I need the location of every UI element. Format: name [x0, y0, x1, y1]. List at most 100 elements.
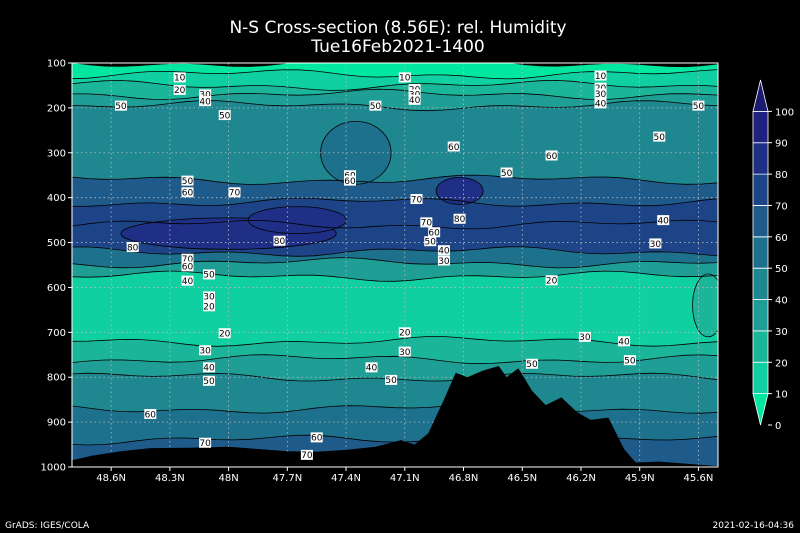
colorbar-label: 40 [775, 296, 788, 307]
contour-label-bg [203, 291, 216, 302]
contour-label: 30 [399, 348, 411, 358]
contour-line [72, 336, 718, 347]
contour-label-bg [181, 175, 194, 186]
colorbar-label: 50 [775, 264, 788, 275]
contour-label-bg [526, 358, 539, 369]
colorbar-segment [752, 361, 769, 395]
x-tick-label: 47.7N [272, 473, 302, 484]
contour-label-bg [181, 275, 194, 286]
colorbar: 0 10 20 30 40 50 60 70 80 90 100 [752, 79, 794, 432]
contour-label: 10 [595, 72, 607, 82]
contour-label-bg [437, 245, 450, 256]
contour-label: 60 [145, 410, 157, 420]
contour-label: 70 [301, 451, 313, 461]
contour-label-bg [657, 215, 670, 226]
y-tick-label: 100 [47, 59, 66, 70]
contour-label: 40 [438, 246, 450, 256]
humidity-patch [692, 273, 718, 338]
contour-label-bg [428, 227, 441, 238]
colorbar-label: 80 [775, 170, 788, 181]
contour-label: 50 [219, 111, 231, 121]
contour-line [72, 69, 718, 80]
humidity-band [72, 336, 718, 364]
contour-label-bg [453, 213, 466, 224]
x-tick-label: 47.1N [390, 473, 420, 484]
contour-label: 60 [546, 152, 558, 162]
contour-label: 30 [199, 91, 211, 101]
contour-label: 50 [115, 102, 127, 112]
contour-label: 50 [182, 177, 194, 187]
contour-label: 70 [199, 439, 211, 449]
colorbar-label: 10 [775, 390, 788, 401]
colorbar-segment [752, 142, 769, 175]
contour-label-bg [228, 187, 241, 198]
plot-frame [71, 62, 719, 468]
contour-label: 70 [421, 219, 433, 229]
contour-label: 70 [229, 189, 241, 199]
contour-label-bg [578, 331, 591, 342]
contour-label: 50 [385, 376, 397, 386]
contour-label: 40 [618, 338, 630, 348]
x-tick-label: 47.4N [331, 473, 361, 484]
humidity-band [72, 63, 718, 79]
contour-label: 10 [174, 74, 186, 84]
contour-label-bg [420, 217, 433, 228]
chart-subtitle: Tue16Feb2021-1400 [310, 37, 484, 57]
contour-label-bg [199, 89, 212, 100]
contour-label: 40 [657, 216, 669, 226]
contour-label-bg [545, 150, 558, 161]
contour-label-bg [199, 96, 212, 107]
contour-label-bg [447, 141, 460, 152]
contour-label: 80 [454, 215, 466, 225]
humidity-band [72, 80, 718, 100]
contour-label: 10 [399, 74, 411, 84]
contour-label-bg [437, 255, 450, 266]
contour-label-bg [365, 362, 378, 373]
x-tick-label: 48.6N [96, 473, 126, 484]
colorbar-segment [752, 110, 769, 144]
humidity-patch [435, 177, 484, 205]
x-tick-label: 46.5N [507, 473, 537, 484]
contour-label: 80 [127, 243, 139, 253]
contour-label-bg [300, 449, 313, 460]
contour-label: 50 [693, 102, 705, 112]
contour-label-bg [343, 170, 356, 181]
y-tick-label: 500 [47, 238, 66, 249]
contour-label: 40 [595, 100, 607, 110]
contour-label-bg [273, 235, 286, 246]
colorbar-label: 70 [775, 201, 788, 212]
colorbar-segment [752, 330, 769, 363]
y-axis-ticks: 100 200 300 400 500 600 700 800 900 1000 [41, 59, 72, 474]
contour-label-bg [310, 432, 323, 443]
contour-label-bg [203, 269, 216, 280]
x-tick-label: 45.6N [684, 473, 714, 484]
colorbar-segment [752, 173, 769, 206]
x-tick-label: 48.3N [155, 473, 185, 484]
colorbar-segment [752, 393, 769, 426]
contour-label-bg [203, 375, 216, 386]
contour-label: 30 [579, 333, 591, 343]
contour-line [72, 246, 718, 257]
y-tick-label: 1000 [41, 463, 66, 474]
contour-label: 20 [399, 329, 411, 339]
contour-line [72, 403, 718, 414]
x-axis-ticks: 48.6N 48.3N 48N 47.7N 47.4N 47.1N 46.8N 46.5N 46… [96, 467, 713, 484]
contour-label: 60 [311, 434, 323, 444]
contour-label-bg [649, 238, 662, 249]
x-tick-label: 48N [218, 473, 238, 484]
contour-label-bg [181, 187, 194, 198]
contour-label: 20 [219, 330, 231, 340]
colorbar-segment [752, 267, 769, 300]
contour-label: 20 [546, 277, 558, 287]
contour-label-bg [623, 355, 636, 366]
humidity-band [72, 175, 718, 207]
contour-label-bg [181, 253, 194, 264]
contour-label: 50 [203, 271, 215, 281]
y-tick-label: 700 [47, 328, 66, 339]
contour-label: 60 [182, 263, 194, 273]
contour-label-bg [545, 275, 558, 286]
y-tick-label: 900 [47, 418, 66, 429]
contour-label: 30 [199, 347, 211, 357]
contour-label: 30 [595, 90, 607, 100]
